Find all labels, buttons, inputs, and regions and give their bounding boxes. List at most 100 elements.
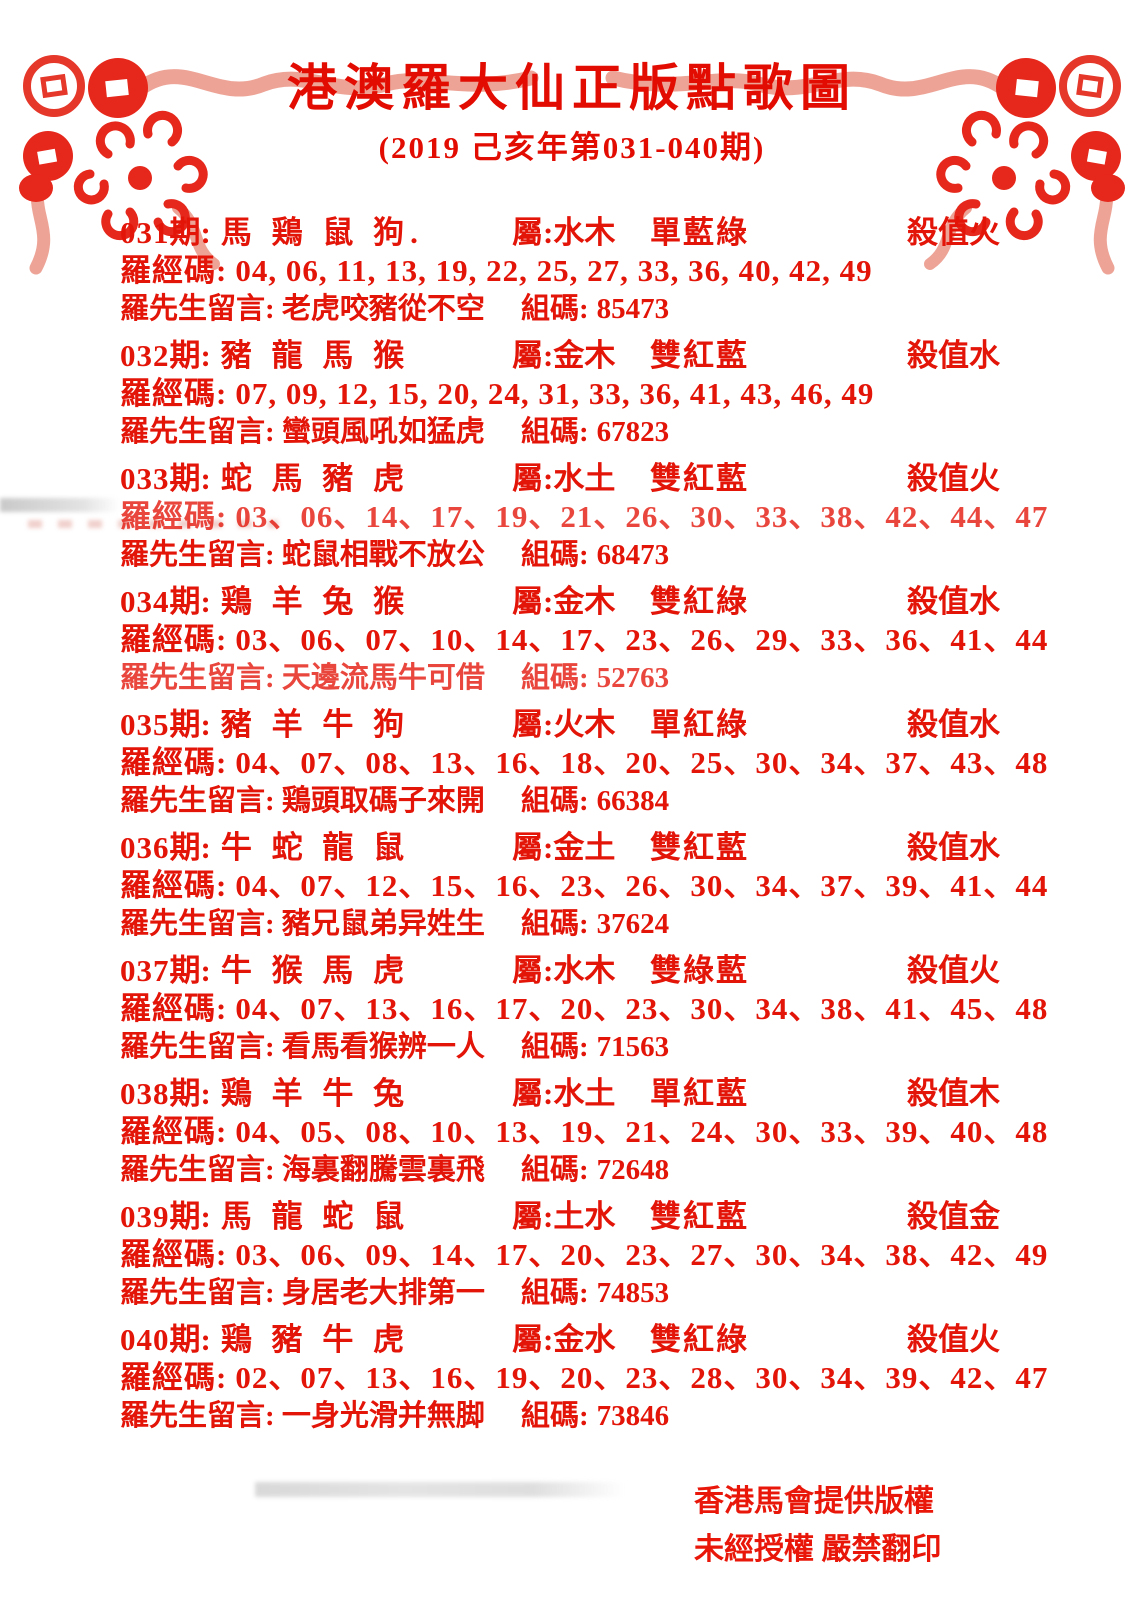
period-suffix: 期:: [169, 830, 211, 865]
kill-value: 殺值火: [907, 1322, 1000, 1357]
compass-codes: 羅經碼: 03、06、14、17、19、21、26、30、33、38、42、44、…: [120, 499, 1049, 534]
period-block-035: 035期: 豬 羊 牛 狗 屬:火木 單紅綠 殺值水 羅經碼: 04、07、08、1…: [120, 706, 1049, 820]
message-line: 羅先生留言: 蠻頭風吼如猛虎 組碼: 67823: [120, 416, 670, 448]
message-text: 豬兄鼠弟异姓生: [281, 908, 485, 940]
group-code: 37624: [596, 908, 670, 940]
group-label: 組碼:: [520, 293, 589, 325]
compass-codes: 羅經碼: 03、06、07、10、14、17、23、26、29、33、36、41、…: [120, 622, 1049, 657]
period-animals: 豬 羊 牛 狗: [220, 707, 411, 742]
period-suffix: 期:: [169, 461, 211, 496]
kill-value: 殺值火: [907, 215, 1000, 250]
element-attribute: 屬:水木: [512, 953, 616, 988]
periods-list: 031期: 馬 鶏 鼠 狗. 屬:水木 單藍綠 殺值火 羅經碼: 04, 06, 1…: [120, 214, 1049, 1444]
compass-codes: 羅經碼: 03、06、09、14、17、20、23、27、30、34、38、42、…: [120, 1237, 1049, 1272]
message-text: 蠻頭風吼如猛虎: [281, 416, 485, 448]
color-tip: 雙綠藍: [650, 953, 749, 988]
message-line: 羅先生留言: 身居老大排第一 組碼: 74853: [120, 1277, 670, 1309]
period-suffix: 期:: [169, 215, 211, 250]
period-number: 034: [120, 584, 170, 619]
compass-codes: 羅經碼: 04, 06, 11, 13, 19, 22, 25, 27, 33, …: [120, 253, 873, 288]
period-animals: 馬 鶏 鼠 狗.: [220, 215, 424, 250]
compass-codes: 羅經碼: 04、05、08、10、13、19、21、24、30、33、39、40、…: [120, 1114, 1049, 1149]
element-attribute: 屬:金土: [512, 830, 616, 865]
compass-codes: 羅經碼: 04、07、13、16、17、20、23、30、34、38、41、45、…: [120, 991, 1049, 1026]
period-block-037: 037期: 牛 猴 馬 虎 屬:水木 雙綠藍 殺值火 羅經碼: 04、07、13、1…: [120, 952, 1049, 1066]
period-animals: 鶏 羊 牛 兔: [220, 1076, 411, 1111]
message-text: 蛇鼠相戰不放公: [281, 539, 485, 571]
kill-value: 殺值火: [907, 953, 1000, 988]
period-header: 035期: 豬 羊 牛 狗 屬:火木 單紅綠 殺值水: [120, 706, 1040, 744]
group-label: 組碼:: [520, 785, 589, 817]
period-suffix: 期:: [169, 1076, 211, 1111]
color-tip: 單藍綠: [650, 215, 749, 250]
compass-codes: 羅經碼: 07, 09, 12, 15, 20, 24, 31, 33, 36, …: [120, 376, 875, 411]
period-number: 040: [120, 1322, 170, 1357]
compass-codes: 羅經碼: 04、07、08、13、16、18、20、25、30、34、37、43、…: [120, 745, 1049, 780]
copyright-line: 香港馬會提供版權: [694, 1485, 934, 1518]
period-animals: 鶏 羊 兔 猴: [220, 584, 411, 619]
period-suffix: 期:: [169, 1322, 211, 1357]
color-tip: 雙紅藍: [650, 338, 749, 373]
message-line: 羅先生留言: 豬兄鼠弟异姓生 組碼: 37624: [120, 908, 670, 940]
group-code: 73846: [596, 1400, 670, 1432]
message-line: 羅先生留言: 海裏翻騰雲裏飛 組碼: 72648: [120, 1154, 670, 1186]
period-animals: 蛇 馬 豬 虎: [220, 461, 411, 496]
group-label: 組碼:: [520, 1400, 589, 1432]
print-artifact: [255, 1482, 625, 1497]
period-number: 037: [120, 953, 170, 988]
period-block-036: 036期: 牛 蛇 龍 鼠 屬:金土 雙紅藍 殺值水 羅經碼: 04、07、12、1…: [120, 829, 1047, 943]
period-animals: 牛 蛇 龍 鼠: [220, 830, 411, 865]
kill-value: 殺值火: [907, 461, 1000, 496]
group-label: 組碼:: [520, 1154, 589, 1186]
group-code: 68473: [596, 539, 670, 571]
period-header: 036期: 牛 蛇 龍 鼠 屬:金土 雙紅藍 殺值水: [120, 829, 1040, 867]
period-number: 035: [120, 707, 170, 742]
period-block-039: 039期: 馬 龍 蛇 鼠 屬:土水 雙紅藍 殺值金 羅經碼: 03、06、09、1…: [120, 1198, 1049, 1312]
copyright-footer: 香港馬會提供版權 未經授權 嚴禁翻印: [694, 1478, 942, 1574]
group-label: 組碼:: [520, 662, 589, 694]
message-line: 羅先生留言: 天邊流馬牛可借 組碼: 52763: [120, 662, 670, 694]
message-text: 海裏翻騰雲裏飛: [281, 1154, 485, 1186]
element-attribute: 屬:金木: [512, 338, 616, 373]
color-tip: 單紅藍: [650, 1076, 749, 1111]
period-header: 038期: 鶏 羊 牛 兔 屬:水土 單紅藍 殺值木: [120, 1075, 1040, 1113]
period-number: 031: [120, 215, 170, 250]
kill-value: 殺值水: [907, 584, 1000, 619]
group-code: 67823: [596, 416, 670, 448]
period-number: 039: [120, 1199, 170, 1234]
period-number: 036: [120, 830, 170, 865]
group-code: 66384: [596, 785, 670, 817]
period-block-031: 031期: 馬 鶏 鼠 狗. 屬:水木 單藍綠 殺值火 羅經碼: 04, 06, 1…: [120, 214, 1040, 328]
message-text: 看馬看猴辨一人: [281, 1031, 485, 1063]
kill-value: 殺值水: [907, 830, 1000, 865]
element-attribute: 屬:土水: [512, 1199, 616, 1234]
print-artifact: [0, 498, 120, 512]
color-tip: 雙紅藍: [650, 830, 749, 865]
period-number: 038: [120, 1076, 170, 1111]
element-attribute: 屬:水木: [512, 215, 616, 250]
element-attribute: 屬:水土: [512, 1076, 616, 1111]
coins-ribbon-ornament-left-icon: [6, 26, 546, 281]
no-reprint-line: 未經授權 嚴禁翻印: [694, 1533, 942, 1566]
element-attribute: 屬:水土: [512, 461, 616, 496]
period-block-038: 038期: 鶏 羊 牛 兔 屬:水土 單紅藍 殺值木 羅經碼: 04、05、08、1…: [120, 1075, 1049, 1189]
color-tip: 雙紅藍: [650, 1199, 749, 1234]
kill-value: 殺值金: [907, 1199, 1000, 1234]
period-number: 032: [120, 338, 170, 373]
message-line: 羅先生留言: 看馬看猴辨一人 組碼: 71563: [120, 1031, 670, 1063]
period-block-034: 034期: 鶏 羊 兔 猴 屬:金木 雙紅綠 殺值水 羅經碼: 03、06、07、1…: [120, 583, 1049, 697]
message-text: 天邊流馬牛可借: [281, 662, 485, 694]
message-line: 羅先生留言: 一身光滑并無脚 組碼: 73846: [120, 1400, 670, 1432]
group-label: 組碼:: [520, 539, 589, 571]
message-text: 老虎咬豬從不空: [281, 293, 485, 325]
period-header: 040期: 鶏 豬 牛 虎 屬:金水 雙紅綠 殺值火: [120, 1321, 1040, 1359]
element-attribute: 屬:金水: [512, 1322, 616, 1357]
group-code: 71563: [596, 1031, 670, 1063]
period-suffix: 期:: [169, 1199, 211, 1234]
period-animals: 鶏 豬 牛 虎: [220, 1322, 411, 1357]
coins-ribbon-ornament-right-icon: [598, 26, 1138, 281]
group-code: 74853: [596, 1277, 670, 1309]
kill-value: 殺值木: [907, 1076, 1000, 1111]
period-suffix: 期:: [169, 707, 211, 742]
color-tip: 雙紅綠: [650, 1322, 749, 1357]
